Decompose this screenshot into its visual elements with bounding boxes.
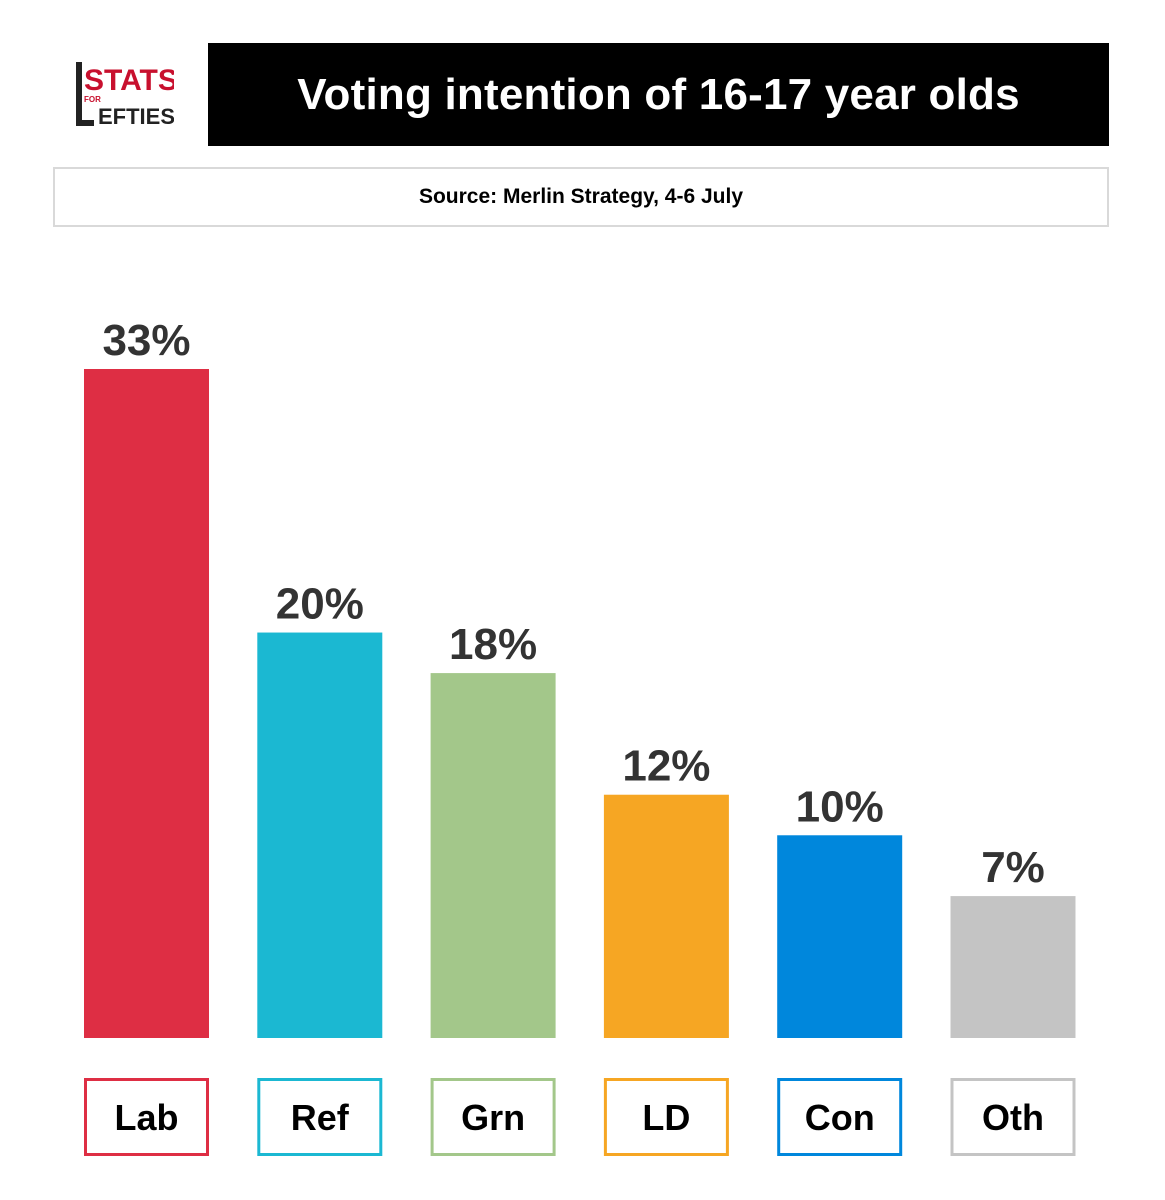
- category-label-con: Con: [805, 1097, 875, 1138]
- title-banner: Voting intention of 16-17 year olds: [208, 43, 1109, 146]
- data-label-oth: 7%: [981, 843, 1045, 892]
- category-box-oth: [950, 1078, 1076, 1156]
- bar-ld: [603, 794, 729, 1038]
- source-box: Source: Merlin Strategy, 4-6 July: [53, 167, 1109, 227]
- category-box-grn: [430, 1078, 556, 1156]
- data-label-con: 10%: [796, 782, 884, 831]
- data-label-ld: 12%: [622, 742, 710, 791]
- chart-title: Voting intention of 16-17 year olds: [297, 69, 1020, 119]
- data-label-ref: 20%: [276, 580, 364, 629]
- bar-oth: [950, 896, 1076, 1038]
- category-label-ld: LD: [642, 1097, 690, 1138]
- category-label-grn: Grn: [461, 1097, 525, 1138]
- logo-lefties-text: EFTIES: [98, 104, 174, 129]
- category-label-ref: Ref: [291, 1097, 350, 1138]
- category-label-oth: Oth: [982, 1097, 1044, 1138]
- stats-for-lefties-logo: STATS FOR EFTIES: [74, 60, 178, 130]
- data-label-lab: 33%: [102, 316, 190, 365]
- category-label-lab: Lab: [114, 1097, 178, 1138]
- bar-ref: [257, 632, 383, 1038]
- category-box-ld: [603, 1078, 729, 1156]
- data-label-grn: 18%: [449, 620, 537, 669]
- logo-for-text: FOR: [84, 95, 101, 104]
- category-box-con: [777, 1078, 903, 1156]
- bar-con: [777, 835, 903, 1038]
- category-box-lab: [84, 1078, 209, 1156]
- logo-stats-text: STATS: [84, 64, 174, 97]
- category-box-ref: [257, 1078, 383, 1156]
- bar-grn: [430, 673, 556, 1038]
- bar-lab: [84, 369, 209, 1038]
- source-note: Source: Merlin Strategy, 4-6 July: [418, 185, 744, 208]
